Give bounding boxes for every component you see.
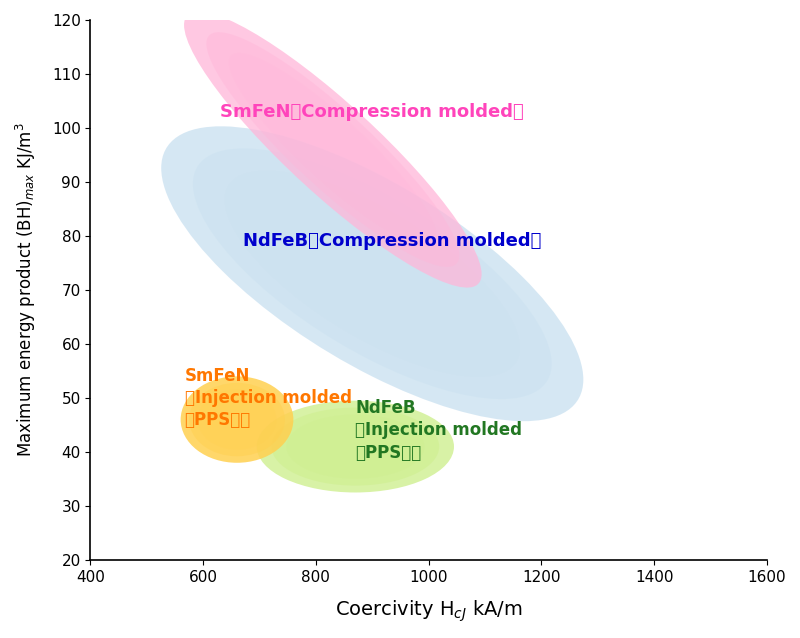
Text: SmFeN（Compression molded）: SmFeN（Compression molded） [220,103,524,121]
Ellipse shape [198,389,277,450]
Ellipse shape [225,170,520,377]
Ellipse shape [189,383,285,456]
Ellipse shape [257,401,454,493]
Text: NdFeB（Compression molded）: NdFeB（Compression molded） [242,232,541,250]
Ellipse shape [181,376,294,463]
Ellipse shape [206,32,459,267]
Ellipse shape [184,11,482,288]
Ellipse shape [162,126,583,421]
Ellipse shape [193,149,552,399]
Ellipse shape [229,53,437,246]
X-axis label: Coercivity H$_{cJ}$ kA/m: Coercivity H$_{cJ}$ kA/m [335,598,522,624]
Text: NdFeB
（Injection molded
（PPS））: NdFeB （Injection molded （PPS）） [355,399,522,461]
Ellipse shape [271,408,439,486]
Text: SmFeN
（Injection molded
（PPS））: SmFeN （Injection molded （PPS）） [185,367,351,429]
Ellipse shape [286,415,425,478]
Y-axis label: Maximum energy product (BH)$_{max}$ KJ/m$^3$: Maximum energy product (BH)$_{max}$ KJ/m… [14,122,38,457]
